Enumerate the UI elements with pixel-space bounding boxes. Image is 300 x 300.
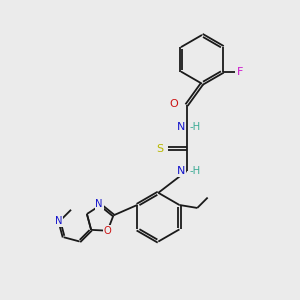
Text: N: N [177, 166, 185, 176]
Text: O: O [104, 226, 111, 236]
Text: -H: -H [189, 166, 200, 176]
Text: F: F [237, 67, 244, 76]
Text: -H: -H [189, 122, 200, 132]
Text: N: N [177, 122, 185, 132]
Text: N: N [55, 216, 63, 226]
Text: O: O [170, 99, 178, 109]
Text: S: S [156, 144, 164, 154]
Text: N: N [95, 199, 103, 209]
